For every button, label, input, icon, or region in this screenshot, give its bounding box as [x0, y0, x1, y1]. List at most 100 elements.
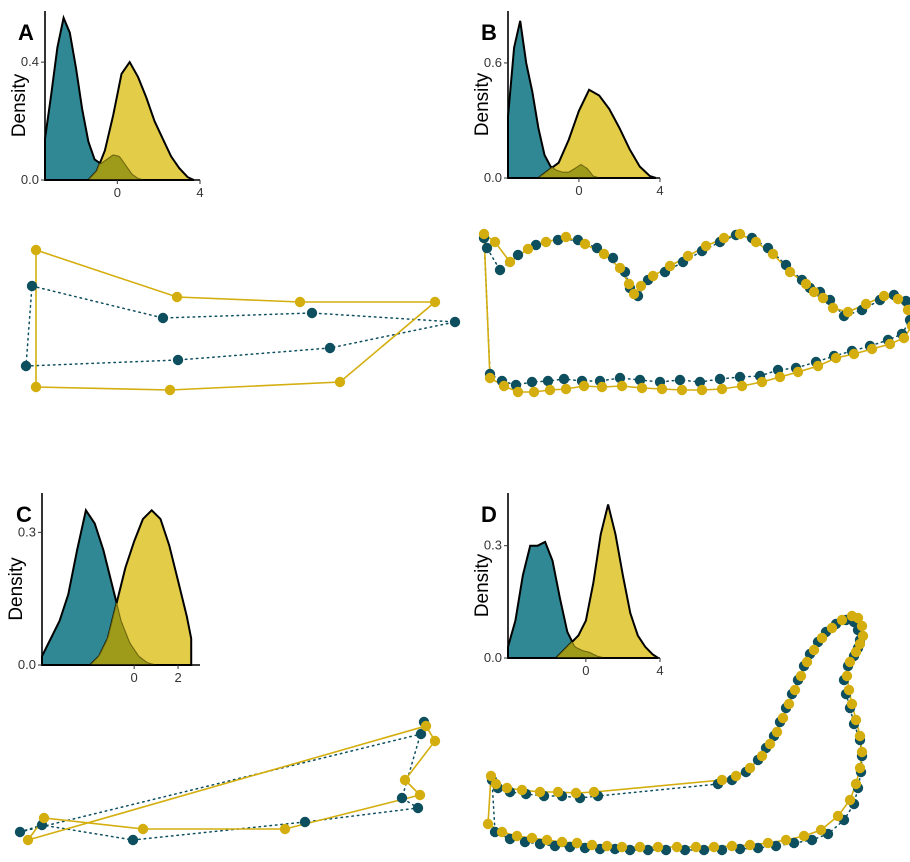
x-tick-label: 4 — [656, 663, 663, 678]
yellow-point — [780, 834, 792, 846]
yellow-point — [682, 250, 694, 262]
density-overlap-area — [536, 164, 600, 179]
density-overlap-area — [555, 641, 605, 659]
teal-point — [642, 844, 654, 856]
yellow-point — [798, 830, 810, 842]
teal-point — [734, 843, 746, 855]
yellow-point — [485, 770, 497, 782]
yellow-point — [38, 812, 50, 824]
density-panel-c: 0 2 0.0 0.3 Density C — [6, 493, 200, 685]
x-tick-label: 4 — [196, 185, 203, 200]
yellow-point — [656, 383, 668, 395]
y-tick-label: 0.0 — [484, 650, 502, 665]
teal-point — [714, 373, 726, 385]
yellow-point — [832, 810, 844, 822]
teal-point — [752, 842, 764, 854]
yellow-point — [777, 712, 789, 724]
yellow-point — [490, 778, 502, 790]
yellow-point — [744, 839, 756, 851]
density-panel-a: 0 4 0.0 0.4 Density A — [9, 11, 204, 200]
teal-point — [324, 342, 336, 354]
yellow-point — [808, 644, 820, 656]
scatter-panel-d — [482, 610, 869, 856]
y-tick-label: 0.4 — [21, 54, 39, 69]
yellow-point — [801, 656, 813, 668]
yellow-point — [756, 376, 768, 388]
yellow-point — [756, 750, 768, 762]
yellow-point — [844, 656, 856, 668]
yellow-point — [556, 836, 568, 848]
x-tick-label: 0 — [575, 183, 582, 198]
yellow-point — [164, 384, 176, 396]
teal-point — [614, 372, 626, 384]
yellow-point — [734, 228, 746, 240]
yellow-point — [856, 620, 868, 632]
teal-point — [679, 844, 691, 856]
density-area-yellow — [555, 504, 659, 659]
yellow-point — [429, 296, 441, 308]
yellow-point — [616, 841, 628, 853]
yellow-point — [484, 372, 496, 384]
y-axis-title: Density — [472, 72, 493, 136]
yellow-point — [857, 630, 869, 642]
yellow-point — [676, 384, 688, 396]
yellow-point — [783, 698, 795, 710]
teal-point — [770, 840, 782, 852]
yellow-point — [844, 794, 856, 806]
yellow-point — [690, 841, 702, 853]
y-tick-label: 0.6 — [484, 55, 502, 70]
yellow-point — [812, 360, 824, 372]
yellow-point — [866, 343, 878, 355]
scatter-layer — [14, 228, 910, 856]
yellow-point — [482, 818, 494, 830]
teal-dotted-link — [25, 285, 456, 367]
density-overlap-area — [89, 602, 157, 666]
yellow-point — [816, 632, 828, 644]
yellow-point — [774, 371, 786, 383]
x-tick-label: 0 — [114, 185, 121, 200]
teal-point — [552, 234, 564, 246]
yellow-point — [892, 293, 904, 305]
yellow-point — [498, 380, 510, 392]
scatter-panel-b — [478, 228, 910, 398]
yellow-point — [571, 837, 583, 849]
yellow-point — [588, 786, 600, 798]
yellow-point — [30, 381, 42, 393]
yellow-point — [716, 774, 728, 786]
yellow-point — [504, 256, 516, 268]
yellow-point — [420, 720, 432, 732]
yellow-point — [854, 762, 866, 774]
yellow-point — [279, 823, 291, 835]
y-tick-label: 0.0 — [21, 172, 39, 187]
yellow-point — [718, 232, 730, 244]
yellow-point — [826, 622, 838, 634]
yellow-point — [137, 823, 149, 835]
yellow-point — [540, 236, 552, 248]
panel-label: A — [18, 20, 34, 45]
yellow-point — [664, 260, 676, 272]
teal-point — [716, 844, 728, 856]
yellow-point — [736, 380, 748, 392]
teal-point — [14, 826, 26, 838]
yellow-solid-link — [35, 248, 438, 391]
yellow-point — [586, 839, 598, 851]
yellow-point — [730, 770, 742, 782]
teal-point — [449, 316, 461, 328]
teal-point — [172, 354, 184, 366]
teal-point — [494, 264, 506, 276]
teal-point — [591, 242, 603, 254]
yellow-point — [792, 366, 804, 378]
yellow-point — [534, 786, 546, 798]
density-panel-b: 0 4 0.0 0.6 Density B — [472, 11, 664, 198]
teal-point — [542, 375, 554, 387]
yellow-point — [579, 238, 591, 250]
panel-label: B — [481, 20, 497, 45]
density-area-yellow — [535, 88, 657, 179]
yellow-point — [842, 306, 854, 318]
yellow-point — [836, 614, 848, 626]
yellow-point — [334, 376, 346, 388]
yellow-point — [496, 826, 508, 838]
teal-point — [157, 312, 169, 324]
teal-point — [481, 242, 493, 254]
yellow-point — [848, 348, 860, 360]
